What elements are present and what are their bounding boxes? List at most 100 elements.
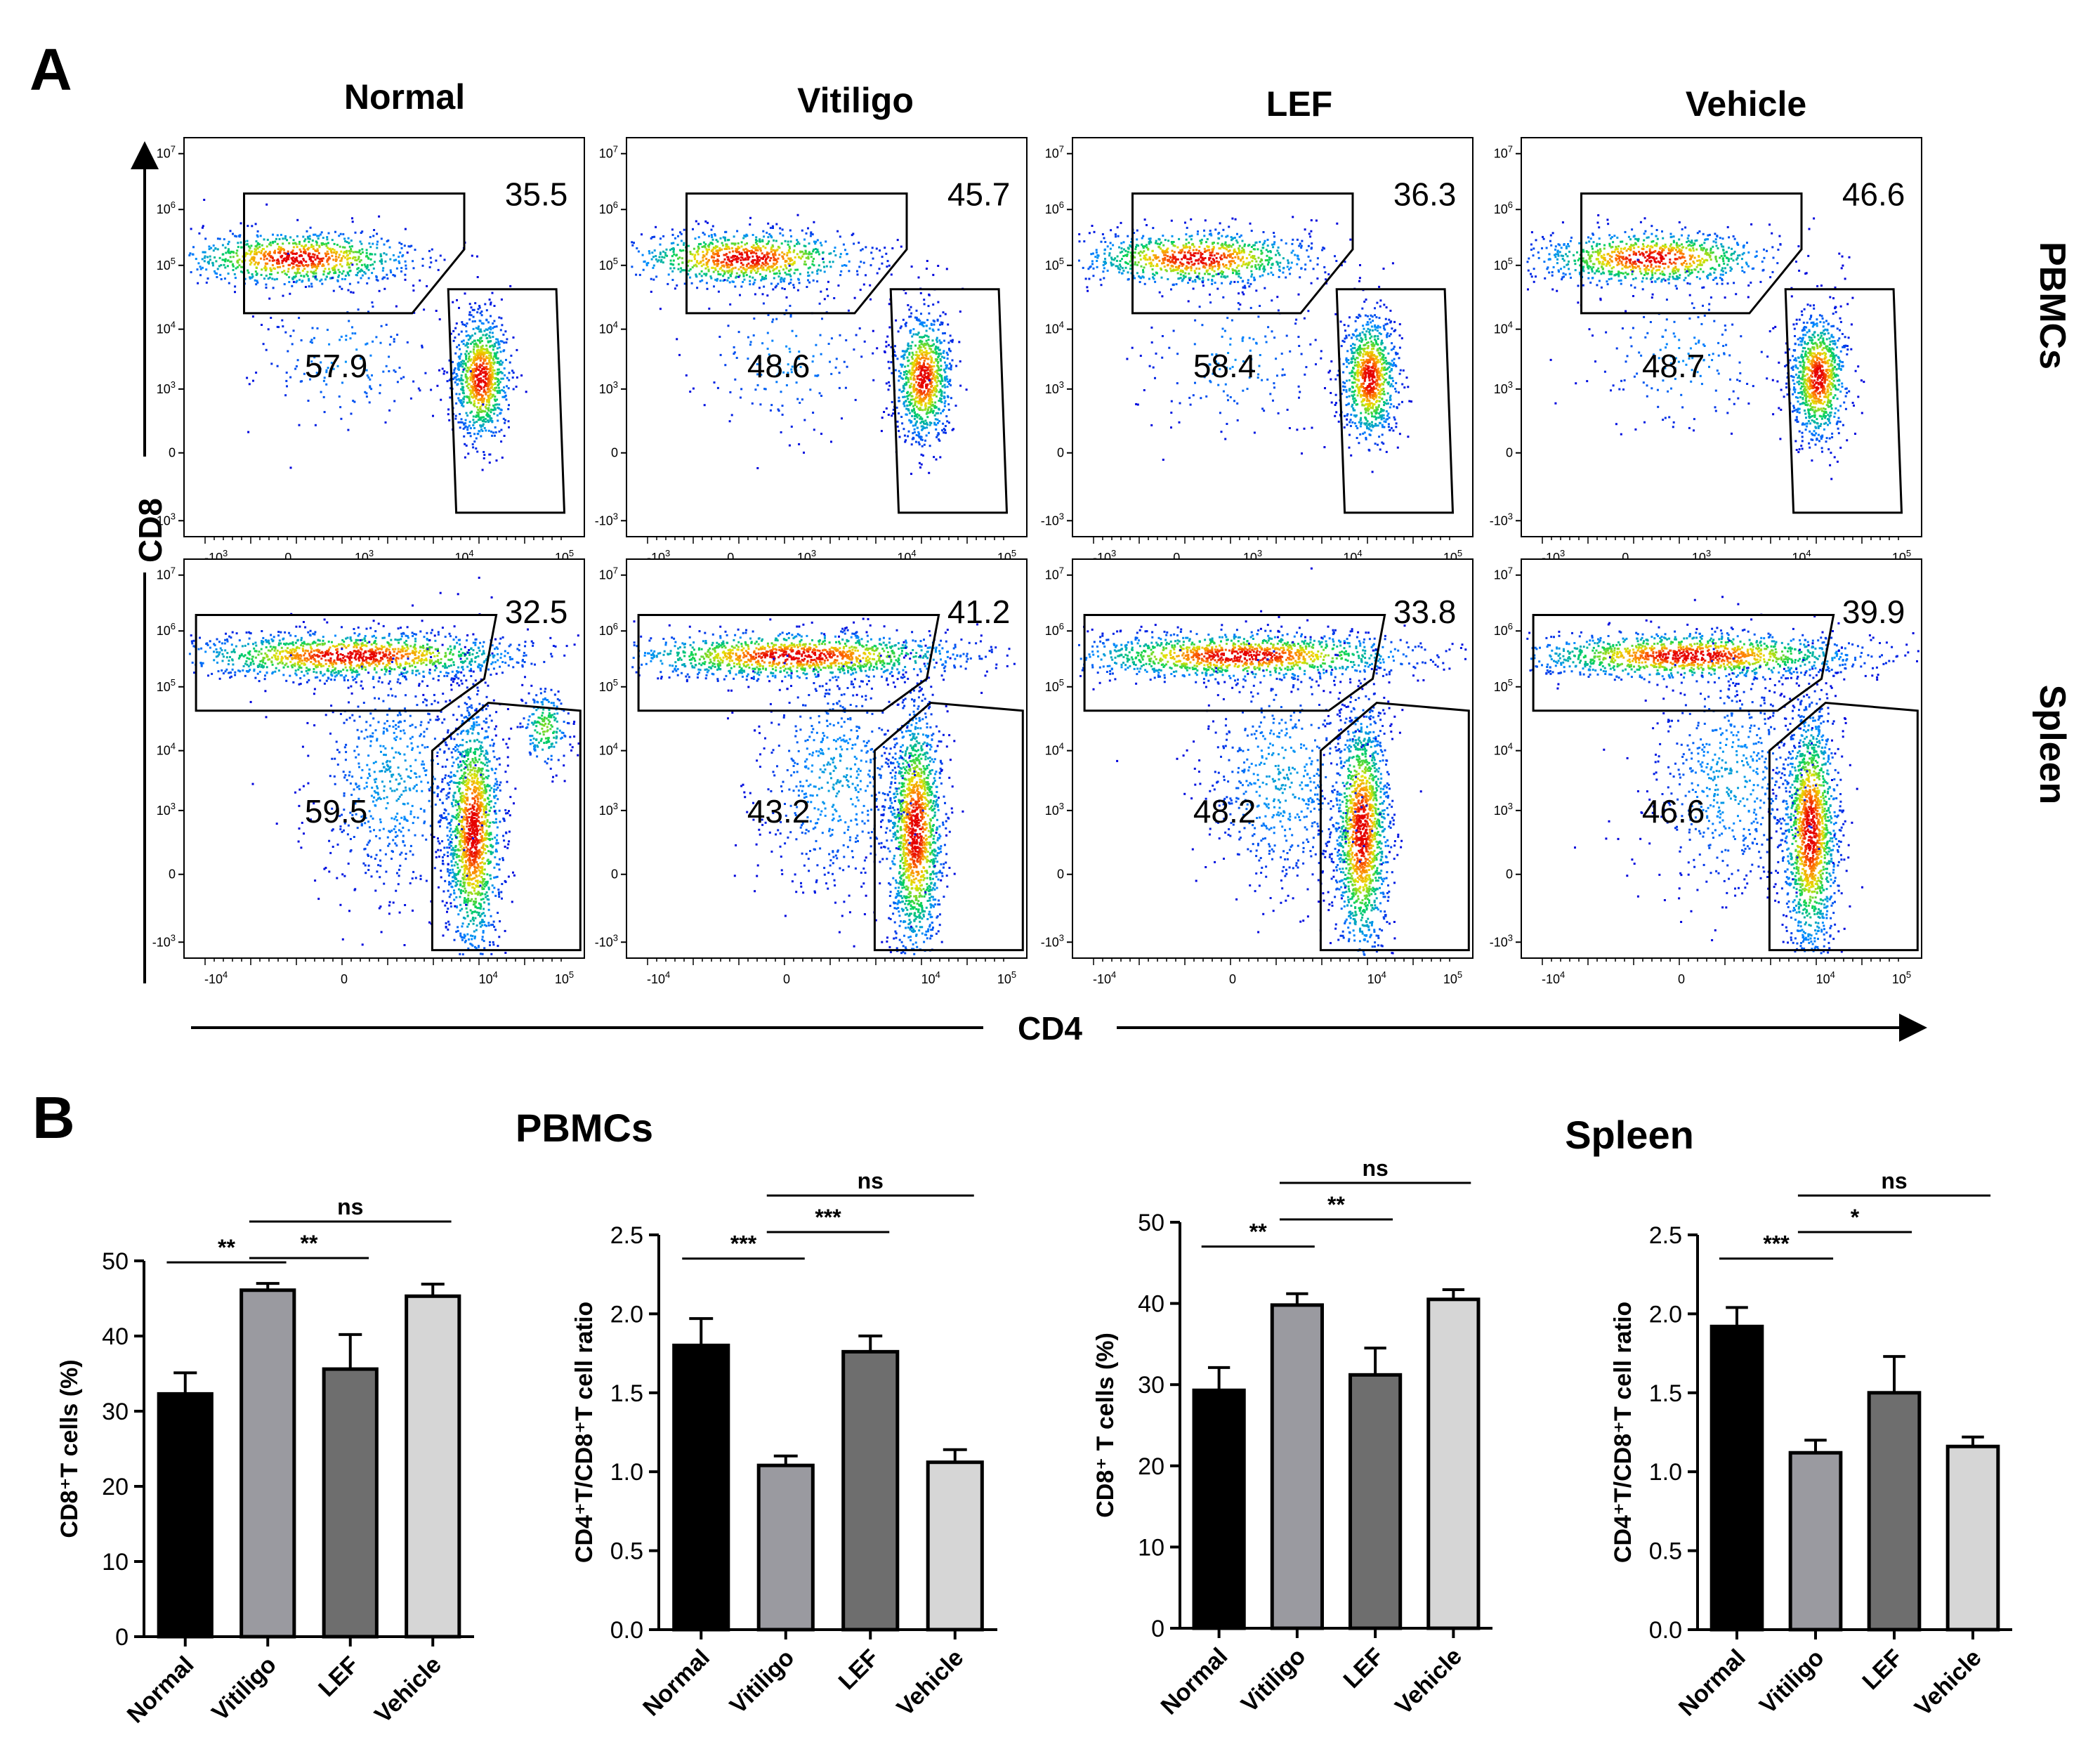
flow-event (903, 434, 906, 437)
flow-event (457, 364, 459, 367)
flow-event (478, 330, 481, 333)
flow-event (1167, 247, 1169, 250)
flow-event (203, 251, 206, 254)
flow-event (782, 257, 785, 260)
flow-event (477, 408, 480, 411)
flow-event (786, 254, 789, 257)
flow-event (303, 275, 306, 277)
flow-event (716, 251, 719, 254)
flow-event (805, 252, 808, 255)
flow-event (464, 292, 466, 295)
flow-event (747, 358, 749, 360)
flow-event (762, 245, 765, 248)
flow-event (1210, 234, 1213, 237)
flow-event (484, 410, 487, 413)
flow-event (913, 409, 915, 412)
flow-event (292, 256, 295, 259)
flow-event (271, 257, 274, 260)
flow-event (754, 266, 756, 268)
flow-event (840, 270, 843, 273)
flow-event (457, 383, 459, 386)
flow-event (468, 359, 471, 361)
flow-event (486, 400, 489, 403)
flow-event (244, 277, 247, 280)
flow-event (247, 252, 249, 255)
flow-event (447, 413, 449, 416)
flow-event (473, 348, 475, 351)
flow-event (1165, 270, 1168, 273)
flow-event (344, 240, 347, 242)
flow-event (913, 415, 916, 417)
flow-event (920, 357, 923, 360)
flow-event (914, 354, 917, 356)
flow-event (792, 263, 794, 266)
flow-event (314, 263, 317, 266)
x-tick-label: 0 (1173, 551, 1180, 565)
flow-event (1091, 225, 1094, 227)
flow-event (325, 371, 328, 374)
flow-event (453, 371, 456, 374)
flow-event (659, 253, 662, 256)
flow-event (380, 258, 383, 261)
flow-event (672, 247, 675, 249)
flow-event (1250, 256, 1252, 258)
flow-event (261, 268, 263, 271)
flow-event (837, 284, 840, 287)
flow-event (476, 311, 479, 314)
flow-event (1241, 257, 1244, 260)
flow-event (392, 254, 395, 256)
flow-event (933, 421, 936, 424)
flow-event (938, 438, 940, 441)
flow-event (801, 250, 803, 253)
flow-event (338, 254, 341, 256)
flow-event (723, 273, 726, 275)
flow-event (716, 386, 719, 389)
flow-event (1083, 240, 1086, 243)
flow-event (347, 257, 350, 260)
flow-event (744, 258, 747, 261)
flow-event (819, 334, 822, 336)
flow-event (758, 263, 761, 266)
flow-event (294, 271, 296, 274)
flow-event (346, 258, 349, 261)
flow-event (1155, 242, 1157, 244)
flow-event (321, 265, 324, 268)
flow-event (305, 264, 308, 266)
flow-event (457, 367, 460, 369)
flow-event (901, 422, 904, 425)
flow-event (888, 384, 891, 387)
flow-event (919, 372, 922, 375)
flow-event (357, 281, 360, 284)
flow-event (1124, 249, 1127, 252)
flow-event (1172, 283, 1174, 286)
flow-event (379, 253, 382, 256)
flow-event (270, 244, 273, 247)
flow-event (1158, 246, 1161, 249)
flow-event (750, 246, 753, 249)
flow-event (921, 366, 924, 369)
flow-event (788, 348, 791, 350)
flow-event (904, 371, 906, 374)
flow-event (494, 400, 497, 402)
flow-event (924, 370, 926, 373)
flow-event (924, 402, 927, 405)
flow-event (452, 360, 454, 363)
flow-event (1299, 242, 1301, 245)
flow-event (458, 306, 460, 309)
flow-event (272, 287, 275, 289)
flow-event (1150, 265, 1153, 268)
flow-event (480, 398, 483, 401)
flow-event (921, 375, 924, 378)
flow-event (322, 264, 325, 267)
flow-event (1092, 275, 1095, 277)
flow-event (921, 349, 924, 352)
flow-event (908, 353, 911, 356)
flow-event (1221, 270, 1223, 273)
flow-event (770, 236, 773, 239)
flow-event (1209, 256, 1212, 259)
flow-event (901, 350, 904, 353)
flow-event (923, 321, 926, 324)
flow-event (946, 358, 949, 360)
flow-event (475, 447, 478, 450)
flow-event (473, 320, 476, 322)
